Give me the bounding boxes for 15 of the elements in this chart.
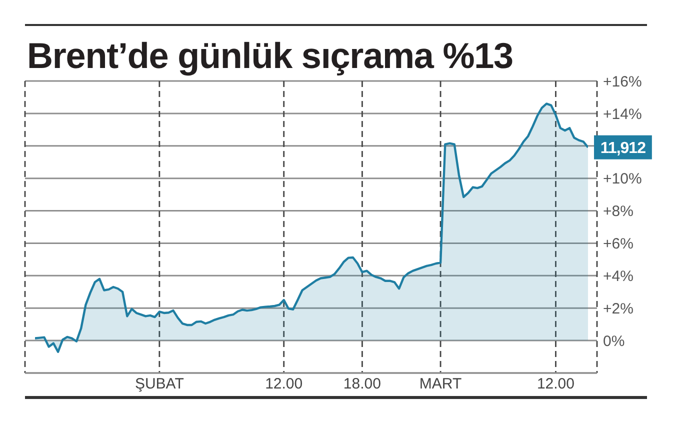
x-tick-label: 12.00 bbox=[536, 376, 575, 393]
y-tick-label: +16% bbox=[603, 73, 642, 90]
y-tick-label: +14% bbox=[603, 106, 642, 123]
y-tick-label: +10% bbox=[603, 170, 642, 188]
x-tick-label: MART bbox=[419, 376, 462, 393]
text: 11,912 bbox=[600, 140, 646, 158]
y-tick-label: +8% bbox=[603, 203, 634, 220]
x-tick-label: 12.00 bbox=[265, 376, 303, 393]
y-tick-label: +2% bbox=[603, 300, 634, 318]
x-tick-label: 18.00 bbox=[343, 376, 381, 393]
x-tick-label: ŞUBAT bbox=[134, 376, 184, 393]
chart-title: Brent’de günlük sıçrama %13 bbox=[27, 35, 513, 76]
y-tick-label: +4% bbox=[603, 268, 634, 285]
y-tick-label: 0% bbox=[603, 332, 625, 350]
y-tick-label: +6% bbox=[603, 236, 634, 253]
